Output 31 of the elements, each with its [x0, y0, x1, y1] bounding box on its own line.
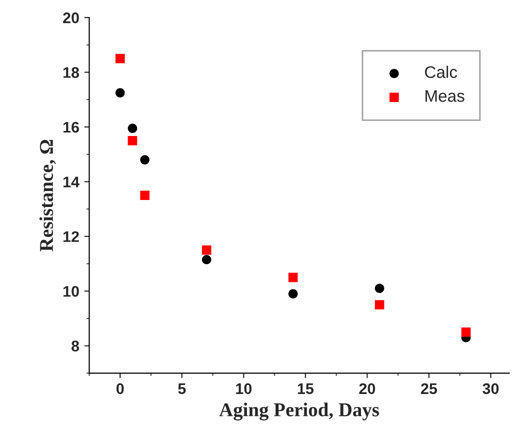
x-tick-label: 5: [178, 383, 186, 394]
y-tick-label: 20: [63, 12, 79, 24]
legend-label: Calc: [425, 66, 458, 78]
x-tick-label: 15: [298, 383, 314, 394]
point: [288, 272, 298, 282]
point: [128, 136, 138, 146]
point: [461, 327, 471, 337]
x-axis-title: Aging Period, Days: [219, 402, 379, 420]
y-tick-label: 14: [64, 176, 80, 188]
point: [202, 254, 212, 264]
legend-label: Meas: [426, 90, 464, 102]
x-tick-label: 20: [359, 383, 376, 394]
point: [115, 88, 125, 98]
y-tick-label: 10: [64, 286, 79, 297]
point: [374, 300, 384, 310]
point: [288, 289, 298, 298]
point: [115, 54, 125, 64]
point: [202, 245, 212, 255]
x-tick-label: 30: [482, 383, 499, 394]
point: [140, 190, 150, 200]
point: [140, 155, 150, 164]
y-tick-label: 12: [64, 231, 79, 242]
x-tick-label: 25: [420, 383, 438, 394]
y-tick-label: 18: [64, 67, 80, 78]
x-tick-label: 10: [236, 383, 252, 394]
x-tick-label: 0: [116, 383, 124, 394]
point: [128, 124, 138, 133]
y-tick-label: 8: [72, 340, 80, 352]
y-tick-label: 16: [64, 122, 79, 133]
point: [374, 284, 384, 294]
y-axis-title: Resistance, Ω: [39, 140, 56, 252]
